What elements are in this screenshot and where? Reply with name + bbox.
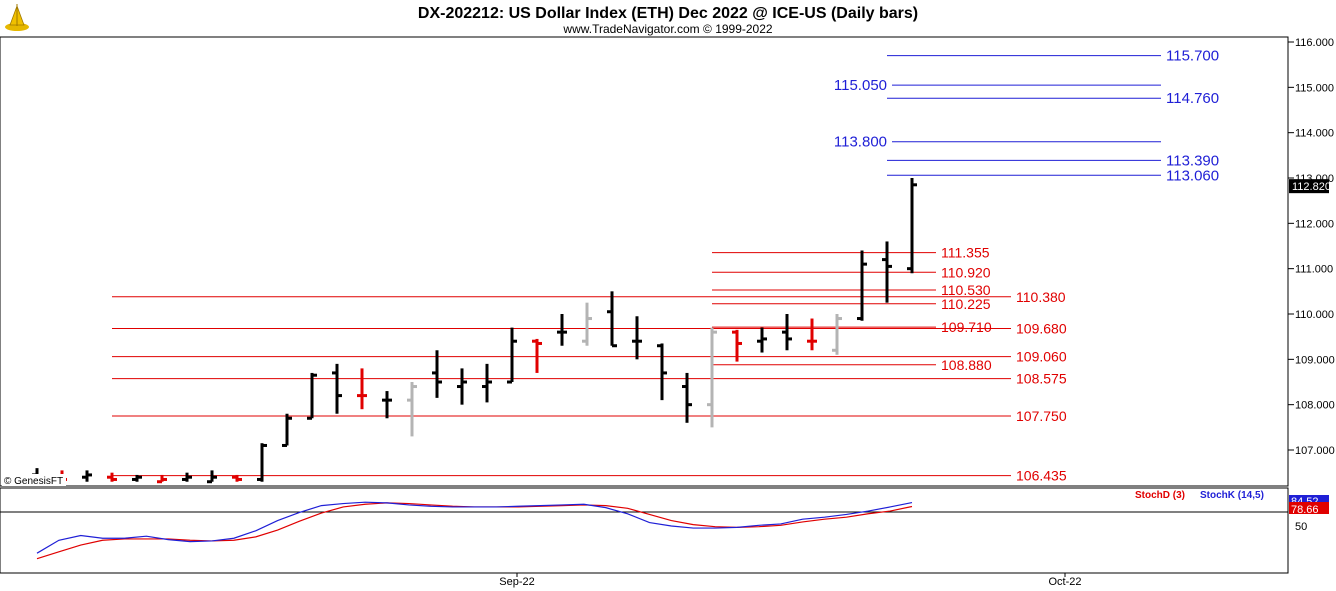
price-bar xyxy=(882,241,892,303)
price-bar xyxy=(807,318,817,351)
date-label: Sep-22 xyxy=(499,576,534,588)
stoch-d-legend: StochD (3) xyxy=(1135,490,1185,501)
price-bar xyxy=(782,314,792,351)
stochastic-panel xyxy=(0,487,1289,574)
date-label: Oct-22 xyxy=(1048,576,1081,588)
level-label: 110.225 xyxy=(941,296,991,312)
price-bar xyxy=(757,327,767,353)
level-label: 108.880 xyxy=(941,357,992,373)
price-tick-label: 107.000 xyxy=(1295,445,1335,457)
price-bar xyxy=(832,314,842,355)
stoch-d-value: 78.66 xyxy=(1291,504,1319,516)
level-label: 115.050 xyxy=(834,77,887,94)
price-bar xyxy=(632,316,642,360)
price-bar xyxy=(707,327,717,428)
price-tick-label: 114.000 xyxy=(1295,128,1334,140)
copyright-label: © GenesisFT xyxy=(4,476,63,487)
tradenavigator-logo-icon xyxy=(5,4,29,31)
last-price-tag: 112.820 xyxy=(1289,179,1331,194)
price-bar xyxy=(407,382,417,437)
price-bar xyxy=(432,350,442,398)
stoch-k-legend: StochK (14,5) xyxy=(1200,490,1264,501)
price-tick-label: 116.000 xyxy=(1295,37,1334,49)
price-panel xyxy=(0,36,1289,487)
price-tick-label: 108.000 xyxy=(1295,400,1335,412)
price-bar xyxy=(507,327,517,384)
price-bar xyxy=(557,314,567,346)
level-label: 110.380 xyxy=(1016,289,1066,305)
level-label: 106.435 xyxy=(1016,468,1067,484)
price-bar xyxy=(482,363,492,403)
price-tick-label: 110.000 xyxy=(1295,309,1334,321)
price-bar xyxy=(82,470,92,482)
price-bar xyxy=(107,472,117,482)
price-bar xyxy=(307,372,317,420)
level-label: 110.530 xyxy=(941,282,991,298)
level-label: 113.800 xyxy=(834,134,887,151)
level-label: 115.700 xyxy=(1166,48,1219,65)
price-bar xyxy=(132,474,142,482)
chart-title: DX-202212: US Dollar Index (ETH) Dec 202… xyxy=(418,5,918,22)
level-label: 109.060 xyxy=(1016,349,1067,365)
price-bar xyxy=(732,329,742,362)
level-label: 111.355 xyxy=(941,245,990,261)
price-bar xyxy=(207,470,217,484)
level-label: 113.390 xyxy=(1166,152,1219,169)
price-tick-label: 111.000 xyxy=(1295,264,1333,276)
price-bar xyxy=(582,302,592,346)
price-bar xyxy=(282,413,292,447)
price-bar xyxy=(607,291,617,348)
chart-subtitle: www.TradeNavigator.com © 1999-2022 xyxy=(562,22,772,36)
price-tick-label: 109.000 xyxy=(1295,354,1335,366)
price-bar xyxy=(857,250,867,321)
price-bar xyxy=(357,368,367,410)
stochastic-lines: 50 xyxy=(0,501,1307,560)
stoch-k-line xyxy=(36,501,913,554)
copyright-backdrop xyxy=(2,474,66,486)
price-bar xyxy=(157,474,167,484)
price-tick-label: 112.000 xyxy=(1295,218,1334,230)
level-label: 113.060 xyxy=(1166,167,1219,184)
price-bar xyxy=(457,368,467,405)
level-label: 109.680 xyxy=(1016,321,1067,337)
price-bar xyxy=(382,391,392,419)
price-bar xyxy=(532,338,542,373)
level-label: 110.920 xyxy=(941,264,991,280)
price-bar xyxy=(257,443,267,482)
stoch-d-tag: 78.66 xyxy=(1289,502,1329,516)
price-bar xyxy=(332,363,342,414)
price-bar xyxy=(907,178,917,274)
price-tick-label: 115.000 xyxy=(1295,82,1334,94)
price-bars xyxy=(32,178,917,484)
last-price-label: 112.820 xyxy=(1292,181,1331,193)
price-bar xyxy=(657,343,667,401)
level-label: 107.750 xyxy=(1016,408,1067,424)
level-label: 114.760 xyxy=(1166,90,1219,107)
price-bar xyxy=(232,474,242,482)
price-bar xyxy=(682,372,692,423)
price-bar xyxy=(182,472,192,482)
stoch-tick-label: 50 xyxy=(1295,521,1307,533)
level-label: 108.575 xyxy=(1016,371,1067,387)
level-label: 109.710 xyxy=(941,319,992,335)
